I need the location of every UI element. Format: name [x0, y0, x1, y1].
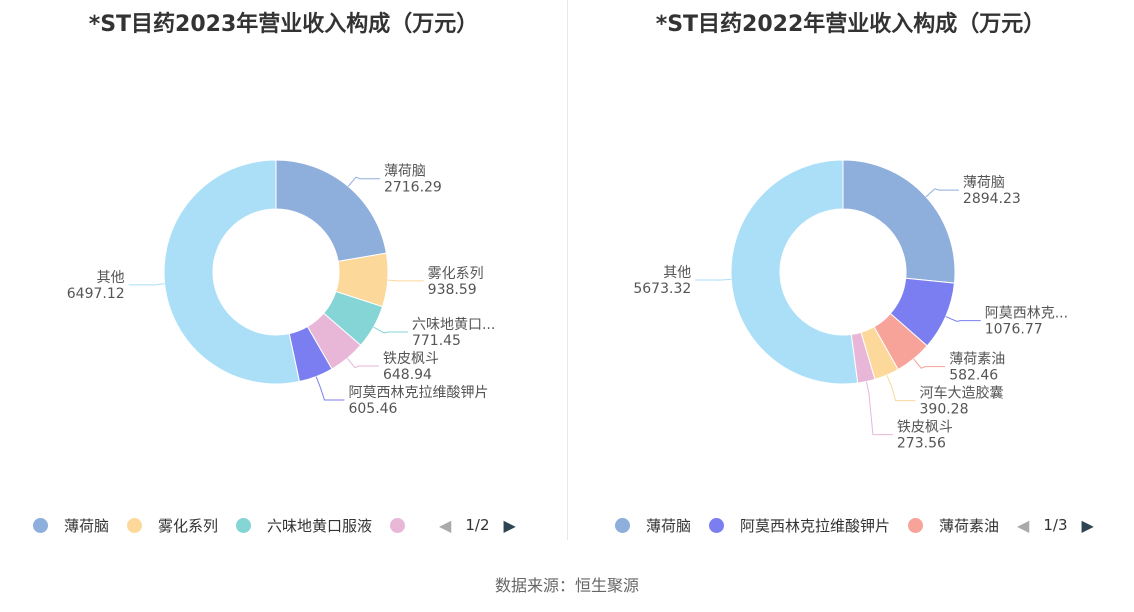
legend-item[interactable]: 薄荷脑 [33, 515, 109, 536]
slice-name-label: 薄荷素油 [949, 352, 1005, 368]
label-leader-line-1 [347, 176, 380, 187]
label-leader-line-6 [128, 283, 165, 286]
legend-page-indicator: 1/3 [1043, 516, 1068, 534]
legend-label: 雾化系列 [158, 516, 219, 535]
legend-prev-arrow-icon[interactable]: ◀ [439, 515, 452, 535]
slice-name-label: 雾化系列 [428, 266, 484, 282]
slice-value-label: 582.46 [949, 368, 998, 384]
slice-name-label: 其他 [663, 265, 691, 281]
legend-swatch [908, 517, 924, 533]
slice-value-label: 2716.29 [384, 180, 442, 196]
label-leader-line-2 [945, 316, 981, 322]
slice-value-label: 938.59 [428, 282, 477, 298]
legend-swatch [709, 517, 725, 533]
chart-title: *ST目药2022年营业收入构成（万元） [655, 12, 1046, 37]
slice-name-label: 阿莫西林克... [985, 306, 1068, 322]
legend: 薄荷脑 阿莫西林克拉维酸钾片 薄荷素油 ◀ 1/3 ▶ [615, 512, 1094, 538]
donut-chart-2023: 薄荷脑2716.29雾化系列938.59六味地黄口...771.45铁皮枫斗64… [67, 159, 495, 417]
legend-item[interactable]: 薄荷脑 [615, 515, 691, 536]
slice-value-label: 2894.23 [963, 191, 1021, 207]
slice-value-label: 1076.77 [985, 322, 1043, 338]
data-source-note: 数据来源：恒生聚源 [494, 576, 639, 595]
legend-swatch [615, 517, 630, 533]
legend-pager: ◀ 1/2 ▶ [439, 516, 516, 535]
slice-name-label: 阿莫西林克拉维酸钾片 [348, 385, 488, 401]
legend-item[interactable] [390, 515, 421, 536]
legend-prev-arrow-icon[interactable]: ◀ [1017, 515, 1030, 535]
slice-name-label: 铁皮枫斗 [897, 420, 953, 436]
panel-divider [567, 0, 568, 540]
label-leader-line-6 [695, 278, 732, 281]
label-leader-line-5 [865, 381, 893, 436]
slice-name-label: 薄荷脑 [963, 175, 1005, 191]
pie-slice-6[interactable] [163, 159, 301, 385]
slice-name-label: 铁皮枫斗 [383, 351, 439, 367]
slice-name-label: 其他 [97, 270, 125, 286]
slice-name-label: 河车大造胶囊 [920, 385, 1004, 402]
legend-next-arrow-icon[interactable]: ▶ [1081, 515, 1094, 535]
legend-label: 薄荷素油 [939, 516, 1000, 535]
slice-name-label: 六味地黄口... [412, 316, 495, 333]
slice-value-label: 5673.32 [633, 281, 691, 297]
label-leader-line-4 [346, 358, 379, 369]
pie-slice-6[interactable] [730, 159, 859, 385]
slice-name-label: 薄荷脑 [384, 164, 426, 180]
pie-slice-1[interactable] [842, 159, 956, 284]
chart-panel-2022: *ST目药2022年营业收入构成（万元） 薄荷脑 2894.23 阿莫西林克... 1… [567, 0, 1134, 545]
label-leader-line-3 [913, 358, 946, 369]
label-leader-line-3 [373, 326, 408, 334]
chart-title: *ST目药2023年营业收入构成（万元） [88, 12, 479, 37]
legend-item[interactable]: 薄荷素油 [908, 515, 999, 536]
legend-label: 薄荷脑 [64, 516, 110, 535]
slice-value-label: 6497.12 [67, 286, 125, 302]
pie-slice-1[interactable] [275, 159, 387, 262]
label-leader-line-4 [886, 374, 916, 402]
legend-next-arrow-icon[interactable]: ▶ [503, 515, 516, 535]
legend-pager: ◀ 1/3 ▶ [1017, 516, 1094, 535]
slice-value-label: 390.28 [920, 402, 969, 418]
legend-item[interactable]: 阿莫西林克拉维酸钾片 [709, 515, 890, 536]
legend-items: 薄荷脑 雾化系列 六味地黄口服液 [33, 515, 439, 536]
legend: 薄荷脑 雾化系列 六味地黄口服液 ◀ 1/2 ▶ [33, 512, 516, 538]
legend-swatch [33, 517, 48, 533]
legend-item[interactable]: 雾化系列 [127, 515, 218, 536]
slice-value-label: 273.56 [897, 436, 946, 452]
legend-swatch [390, 517, 406, 533]
legend-label: 薄荷脑 [646, 516, 692, 535]
slice-value-label: 771.45 [412, 333, 461, 349]
legend-items: 薄荷脑 阿莫西林克拉维酸钾片 薄荷素油 [615, 515, 1017, 536]
chart-panel-2023: *ST目药2023年营业收入构成（万元） 薄荷脑 2716.29 雾化系列 938.5… [0, 0, 567, 545]
label-leader-line-2 [387, 279, 424, 282]
legend-label: 六味地黄口服液 [267, 516, 373, 535]
legend-swatch [236, 517, 252, 533]
legend-label: 阿莫西林克拉维酸钾片 [740, 516, 891, 535]
slice-value-label: 605.46 [348, 401, 397, 417]
slice-value-label: 648.94 [383, 367, 432, 383]
label-leader-line-1 [925, 188, 959, 198]
legend-page-indicator: 1/2 [465, 516, 490, 534]
label-leader-line-5 [315, 376, 345, 401]
legend-swatch [127, 517, 143, 533]
legend-item[interactable]: 六味地黄口服液 [236, 515, 372, 536]
